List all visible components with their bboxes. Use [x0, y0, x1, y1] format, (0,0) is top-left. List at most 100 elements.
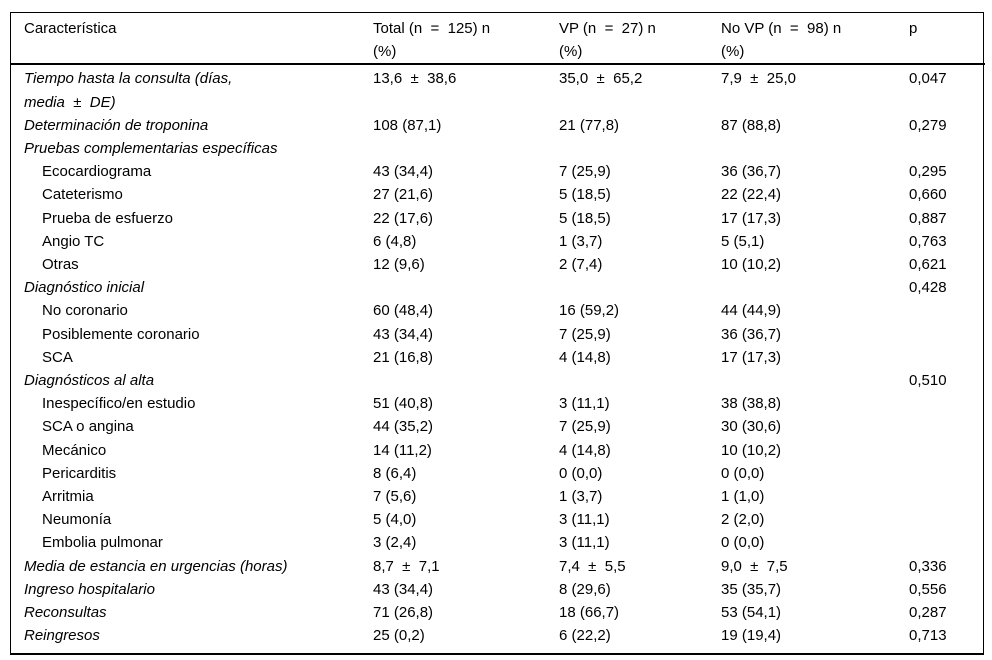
cell-vp: 7 (25,9): [559, 418, 611, 436]
table-row: Determinación de troponina 108 (87,1) 21 (…: [11, 114, 985, 137]
cell-total: 27 (21,6): [373, 186, 434, 204]
cell-p: [909, 392, 985, 415]
column-header-vp: VP (n = 27) n (%): [559, 13, 721, 66]
cell-vp: [559, 276, 721, 299]
cell-no-vp: 0 (0,0): [721, 464, 765, 482]
cell-no-vp: 30 (30,6): [721, 418, 782, 436]
column-header-total: Total (n = 125) n (%): [373, 13, 559, 66]
cell-vp: 7 (25,9): [559, 163, 611, 181]
header-row: Característica Total (n = 125) n (%) VP …: [11, 13, 985, 66]
cell-total: 12 (9,6): [373, 256, 425, 274]
cell-p: 0,279: [909, 116, 947, 134]
cell-vp: 5 (18,5): [559, 186, 611, 204]
cell-no-vp: 1 (1,0): [721, 488, 765, 506]
row-label: Tiempo hasta la consulta (días, media ± …: [24, 70, 233, 111]
characteristics-table-container: Característica Total (n = 125) n (%) VP …: [10, 12, 985, 656]
cell-no-vp: 17 (17,3): [721, 348, 782, 366]
cell-total: 60 (48,4): [373, 302, 434, 320]
row-label: Pericarditis: [42, 464, 117, 482]
table-row: Reconsultas 71 (26,8) 18 (66,7) 53 (54,1) 0,…: [11, 601, 985, 624]
cell-p: [909, 415, 985, 438]
row-label: Cateterismo: [42, 186, 123, 204]
cell-total: 25 (0,2): [373, 627, 425, 645]
cell-vp: 1 (3,7): [559, 488, 603, 506]
cell-vp: 7,4 ± 5,5: [559, 557, 626, 575]
cell-vp: 21 (77,8): [559, 116, 620, 134]
cell-total: 71 (26,8): [373, 604, 434, 622]
cell-p: 0,336: [909, 557, 947, 575]
cell-p: [909, 485, 985, 508]
cell-vp: 1 (3,7): [559, 232, 603, 250]
cell-vp: 16 (59,2): [559, 302, 620, 320]
cell-total: 3 (2,4): [373, 534, 417, 552]
cell-no-vp: 10 (10,2): [721, 441, 782, 459]
table-row: Inespecífico/en estudio 51 (40,8) 3 (11,1)…: [11, 392, 985, 415]
cell-p: [909, 531, 985, 554]
cell-total: 14 (11,2): [373, 441, 432, 459]
cell-p: [909, 299, 985, 322]
row-label: Media de estancia en urgencias (horas): [24, 557, 288, 575]
table-row: Ecocardiograma 43 (34,4) 7 (25,9) 36 (36,7)…: [11, 160, 985, 183]
table-row: Media de estancia en urgencias (horas) 8,…: [11, 555, 985, 578]
cell-total: 8,7 ± 7,1: [373, 557, 440, 575]
row-label: Pruebas complementarias específicas: [24, 140, 278, 158]
cell-vp: 3 (11,1): [559, 511, 610, 529]
cell-total: 43 (34,4): [373, 325, 434, 343]
cell-p: [909, 137, 985, 160]
cell-vp: 3 (11,1): [559, 395, 610, 413]
cell-total: 43 (34,4): [373, 580, 434, 598]
cell-vp: 4 (14,8): [559, 441, 611, 459]
table-row: SCA o angina 44 (35,2) 7 (25,9) 30 (30,6): [11, 415, 985, 438]
cell-p: [909, 346, 985, 369]
cell-p: [909, 508, 985, 531]
table-row: Arritmia 7 (5,6) 1 (3,7) 1 (1,0): [11, 485, 985, 508]
table-row: SCA 21 (16,8) 4 (14,8) 17 (17,3): [11, 346, 985, 369]
cell-no-vp: 7,9 ± 25,0: [721, 70, 796, 88]
cell-vp: 35,0 ± 65,2: [559, 70, 643, 88]
row-label: Inespecífico/en estudio: [42, 395, 196, 413]
cell-total: [373, 369, 559, 392]
row-label: Diagnósticos al alta: [24, 372, 155, 390]
cell-p: 0,713: [909, 627, 947, 645]
cell-no-vp: 10 (10,2): [721, 256, 782, 274]
row-label: Ingreso hospitalario: [24, 580, 155, 598]
cell-total: 6 (4,8): [373, 232, 417, 250]
cell-p: 0,295: [909, 163, 947, 181]
row-label: Ecocardiograma: [42, 163, 152, 181]
table-row: Otras 12 (9,6) 2 (7,4) 10 (10,2) 0,621: [11, 253, 985, 276]
cell-p: [909, 462, 985, 485]
cell-no-vp: 2 (2,0): [721, 511, 765, 529]
cell-vp: 5 (18,5): [559, 209, 611, 227]
cell-total: [373, 137, 559, 160]
table-row: Diagnóstico inicial 0,428: [11, 276, 985, 299]
cell-no-vp: 17 (17,3): [721, 209, 782, 227]
table-row: No coronario 60 (48,4) 16 (59,2) 44 (44,9): [11, 299, 985, 322]
row-label: Diagnóstico inicial: [24, 279, 145, 297]
cell-no-vp: 87 (88,8): [721, 116, 782, 134]
cell-vp: [559, 369, 721, 392]
cell-no-vp: [721, 137, 909, 160]
cell-p: 0,556: [909, 580, 947, 598]
cell-no-vp: 19 (19,4): [721, 627, 782, 645]
row-label: SCA o angina: [42, 418, 134, 436]
row-label: SCA: [42, 348, 73, 366]
cell-p: 0,287: [909, 604, 947, 622]
cell-p: 0,887: [909, 209, 947, 227]
cell-total: 44 (35,2): [373, 418, 434, 436]
table-row: Posiblemente coronario 43 (34,4) 7 (25,9) 3…: [11, 323, 985, 346]
cell-no-vp: 35 (35,7): [721, 580, 782, 598]
characteristics-table: Característica Total (n = 125) n (%) VP …: [11, 13, 985, 653]
row-label: Reingresos: [24, 627, 100, 645]
cell-p: 0,510: [909, 372, 947, 390]
table-row: Cateterismo 27 (21,6) 5 (18,5) 22 (22,4) 0,6…: [11, 183, 985, 206]
cell-p: 0,621: [909, 256, 947, 274]
cell-vp: 0 (0,0): [559, 464, 603, 482]
row-label: Otras: [42, 256, 79, 274]
cell-no-vp: [721, 276, 909, 299]
cell-total: 43 (34,4): [373, 163, 434, 181]
cell-no-vp: 9,0 ± 7,5: [721, 557, 788, 575]
table-row: Embolia pulmonar 3 (2,4) 3 (11,1) 0 (0,0): [11, 531, 985, 554]
row-label: Prueba de esfuerzo: [42, 209, 173, 227]
row-label: Determinación de troponina: [24, 116, 209, 134]
cell-no-vp: [721, 369, 909, 392]
